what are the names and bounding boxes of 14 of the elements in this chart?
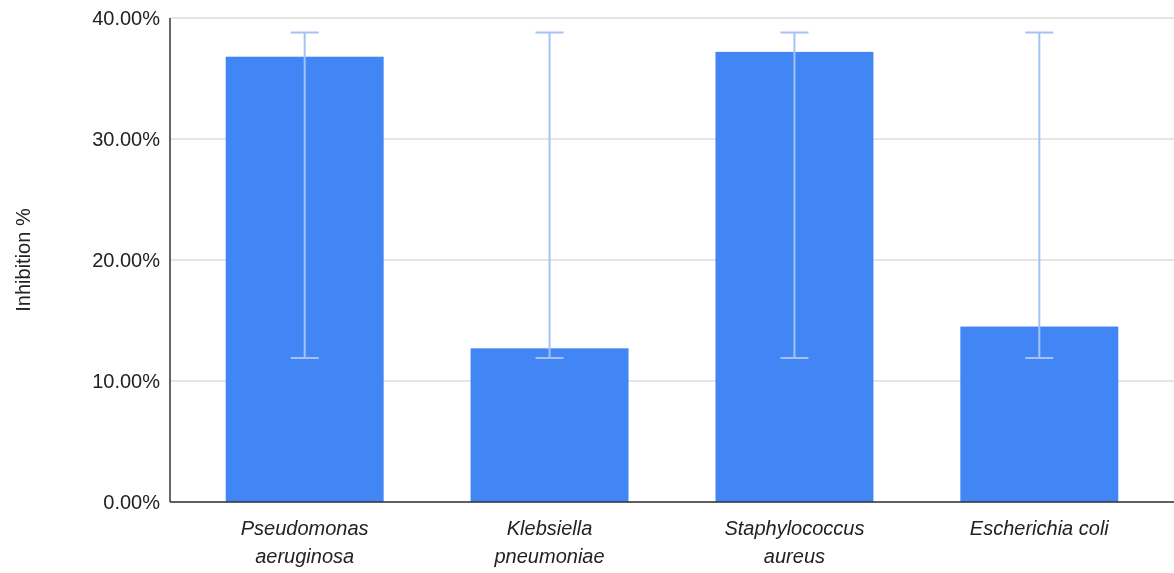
y-tick-label: 30.00% bbox=[92, 128, 161, 150]
x-tick-label: Pseudomonas aeruginosa bbox=[240, 517, 369, 567]
bar bbox=[715, 51, 874, 502]
x-tick-label: Staphylococcus aureus bbox=[724, 517, 865, 567]
x-tick-label: Escherichia coli bbox=[969, 517, 1110, 539]
y-tick-label: 10.00% bbox=[92, 370, 161, 392]
y-tick-label: 0.00% bbox=[103, 491, 161, 513]
bar bbox=[225, 56, 384, 502]
x-tick-label: Klebsiella pneumoniae bbox=[493, 517, 605, 567]
bar bbox=[960, 326, 1119, 502]
y-tick-label: 20.00% bbox=[92, 249, 161, 271]
bar bbox=[470, 348, 629, 502]
y-tick-label: 40.00% bbox=[92, 7, 161, 29]
y-axis-title: Inhibition % bbox=[12, 208, 34, 312]
